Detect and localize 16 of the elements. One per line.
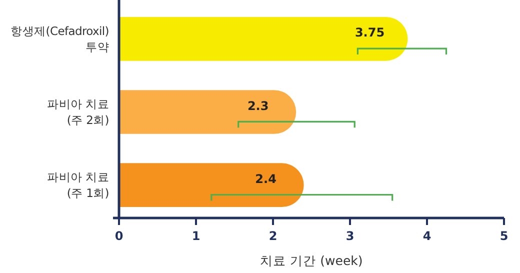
x-axis-title: 치료 기간 (week) (260, 253, 363, 268)
x-tick-label: 1 (192, 229, 200, 243)
bar (119, 16, 408, 61)
x-tick-label: 4 (422, 229, 432, 243)
bar (119, 163, 304, 208)
bar (119, 90, 296, 134)
x-tick-label: 5 (500, 229, 508, 243)
y-tick-label: 파비아 치료 (주 1회) (47, 170, 110, 200)
x-tick-label: 0 (114, 229, 124, 243)
data-label: 2.3 (247, 98, 269, 113)
data-label: 2.4 (255, 172, 276, 186)
y-tick-label: 파비아 치료 (주 2회) (47, 97, 110, 127)
y-tick-label: 항생제(Cefadroxil) 투약 (10, 24, 110, 54)
x-tick-label: 3 (346, 229, 354, 243)
data-label: 3.75 (354, 26, 385, 40)
x-tick-label: 2 (268, 229, 278, 243)
